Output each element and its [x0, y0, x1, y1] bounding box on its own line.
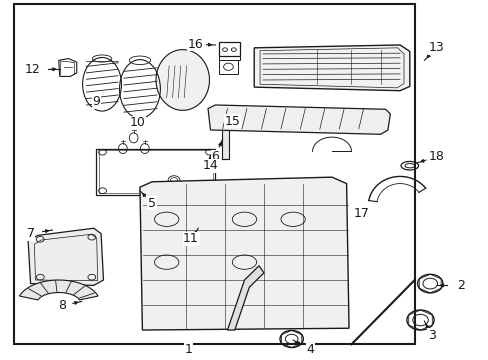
Bar	[219, 60, 237, 73]
Text: 2: 2	[456, 279, 464, 292]
Text: 14: 14	[202, 159, 218, 172]
Polygon shape	[140, 177, 348, 330]
Text: 4: 4	[305, 343, 313, 356]
Bar	[99, 150, 212, 193]
Bar	[219, 56, 239, 60]
Text: 15: 15	[224, 114, 240, 127]
Bar	[221, 112, 229, 158]
Polygon shape	[156, 50, 209, 110]
Polygon shape	[227, 266, 264, 330]
Text: 18: 18	[428, 150, 444, 163]
Text: 17: 17	[352, 207, 368, 220]
Text: 5: 5	[148, 197, 156, 210]
Text: 10: 10	[129, 116, 145, 129]
Text: 9: 9	[92, 95, 100, 108]
Text: 11: 11	[183, 233, 199, 246]
Bar	[14, 4, 414, 344]
Text: 8: 8	[58, 299, 66, 312]
Text: 12: 12	[25, 63, 41, 76]
Polygon shape	[28, 228, 103, 285]
Text: 6: 6	[211, 150, 219, 163]
Text: 7: 7	[26, 227, 35, 240]
Text: 13: 13	[428, 41, 444, 54]
Text: 16: 16	[187, 38, 203, 51]
Text: 3: 3	[427, 329, 435, 342]
Polygon shape	[254, 45, 409, 91]
Polygon shape	[207, 105, 389, 134]
Bar	[96, 149, 215, 195]
Bar	[219, 42, 239, 56]
Polygon shape	[20, 280, 98, 300]
Text: 1: 1	[184, 343, 192, 356]
